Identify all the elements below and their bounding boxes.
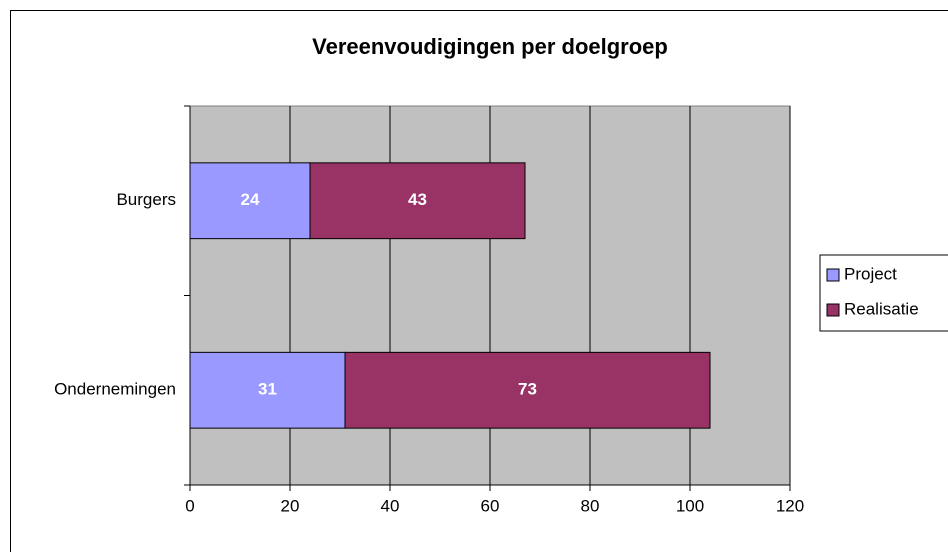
bar-segment [189, 351, 346, 429]
legend-box [819, 254, 948, 332]
legend-label: Realisatie [844, 299, 919, 318]
legend-swatch [826, 303, 840, 317]
legend-label: Project [844, 264, 897, 283]
x-tick-label: 40 [381, 496, 400, 515]
y-tick-label: Burgers [116, 190, 176, 209]
legend-swatch [826, 268, 840, 282]
data-label: 24 [241, 190, 260, 209]
x-tick-label: 120 [776, 496, 804, 515]
y-tick-label: Ondernemingen [54, 380, 176, 399]
data-label: 73 [518, 380, 537, 399]
x-tick-label: 80 [581, 496, 600, 515]
chart-title: Vereenvoudigingen per doelgroep [312, 34, 668, 59]
x-tick-label: 0 [185, 496, 194, 515]
x-tick-label: 60 [481, 496, 500, 515]
bar-segment [344, 351, 711, 429]
data-label: 43 [408, 190, 427, 209]
x-tick-label: 20 [281, 496, 300, 515]
data-label: 31 [258, 380, 277, 399]
x-tick-label: 100 [676, 496, 704, 515]
bar-segment [309, 162, 526, 240]
